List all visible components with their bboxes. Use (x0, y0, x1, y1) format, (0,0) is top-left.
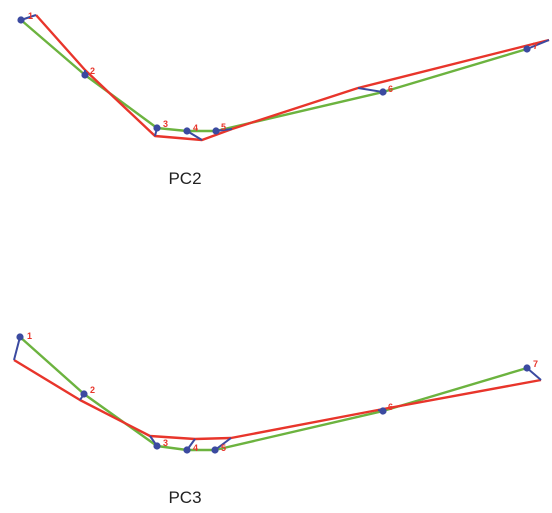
pc3-landmark-4 (183, 446, 191, 454)
pc2-landmark-labels: 1 2 3 4 5 6 7 (28, 11, 538, 133)
pc3-landmark-6 (379, 407, 387, 415)
pc2-landmark-label-3: 3 (163, 119, 168, 129)
pc3-landmark-label-1: 1 (27, 331, 32, 341)
pc3-landmark-label-4: 4 (193, 443, 198, 453)
panel-pc2: 1 2 3 4 5 6 7 PC2 (17, 11, 550, 188)
pc3-landmark-label-2: 2 (90, 385, 95, 395)
pc2-landmark-7 (523, 45, 531, 53)
pc3-landmark-label-3: 3 (163, 438, 168, 448)
pc3-landmark-label-5: 5 (221, 443, 226, 453)
pc2-landmark-5 (212, 127, 220, 135)
pc2-vector-7 (526, 39, 550, 50)
pc3-landmark-label-7: 7 (533, 359, 538, 369)
pc2-landmark-4 (183, 127, 191, 135)
pc3-landmark-7 (523, 364, 531, 372)
pc3-vector-1 (13, 336, 21, 361)
pc3-mean-shape-line (19, 336, 528, 452)
panel-pc3: 1 2 3 4 5 6 7 PC3 (13, 331, 542, 507)
pc2-displacement-vectors (20, 14, 550, 141)
pc2-landmark-3 (153, 124, 161, 132)
pc3-landmark-3 (153, 442, 161, 450)
pc2-deformed-shape-line (35, 14, 550, 142)
pc2-landmark-2 (81, 71, 89, 79)
pc2-caption: PC2 (168, 169, 201, 188)
pc3-landmark-labels: 1 2 3 4 5 6 7 (27, 331, 538, 453)
pc2-landmark-label-1: 1 (28, 11, 33, 21)
pc3-landmark-label-6: 6 (388, 402, 393, 412)
pc2-landmark-label-2: 2 (90, 66, 95, 76)
pc3-landmark-5 (211, 446, 219, 454)
pc2-vector-6 (357, 87, 384, 93)
pc2-landmark-label-7: 7 (533, 41, 538, 51)
pc2-landmarks (17, 16, 531, 135)
pc2-landmark-label-5: 5 (221, 122, 226, 132)
pc2-landmark-6 (379, 88, 387, 96)
pc3-landmark-2 (80, 390, 88, 398)
pc3-landmarks (16, 333, 531, 454)
pc2-landmark-label-4: 4 (193, 123, 198, 133)
pc2-landmark-1 (17, 16, 25, 24)
pc2-landmark-label-6: 6 (388, 84, 393, 94)
pc3-landmark-1 (16, 333, 24, 341)
pc3-caption: PC3 (168, 488, 201, 507)
